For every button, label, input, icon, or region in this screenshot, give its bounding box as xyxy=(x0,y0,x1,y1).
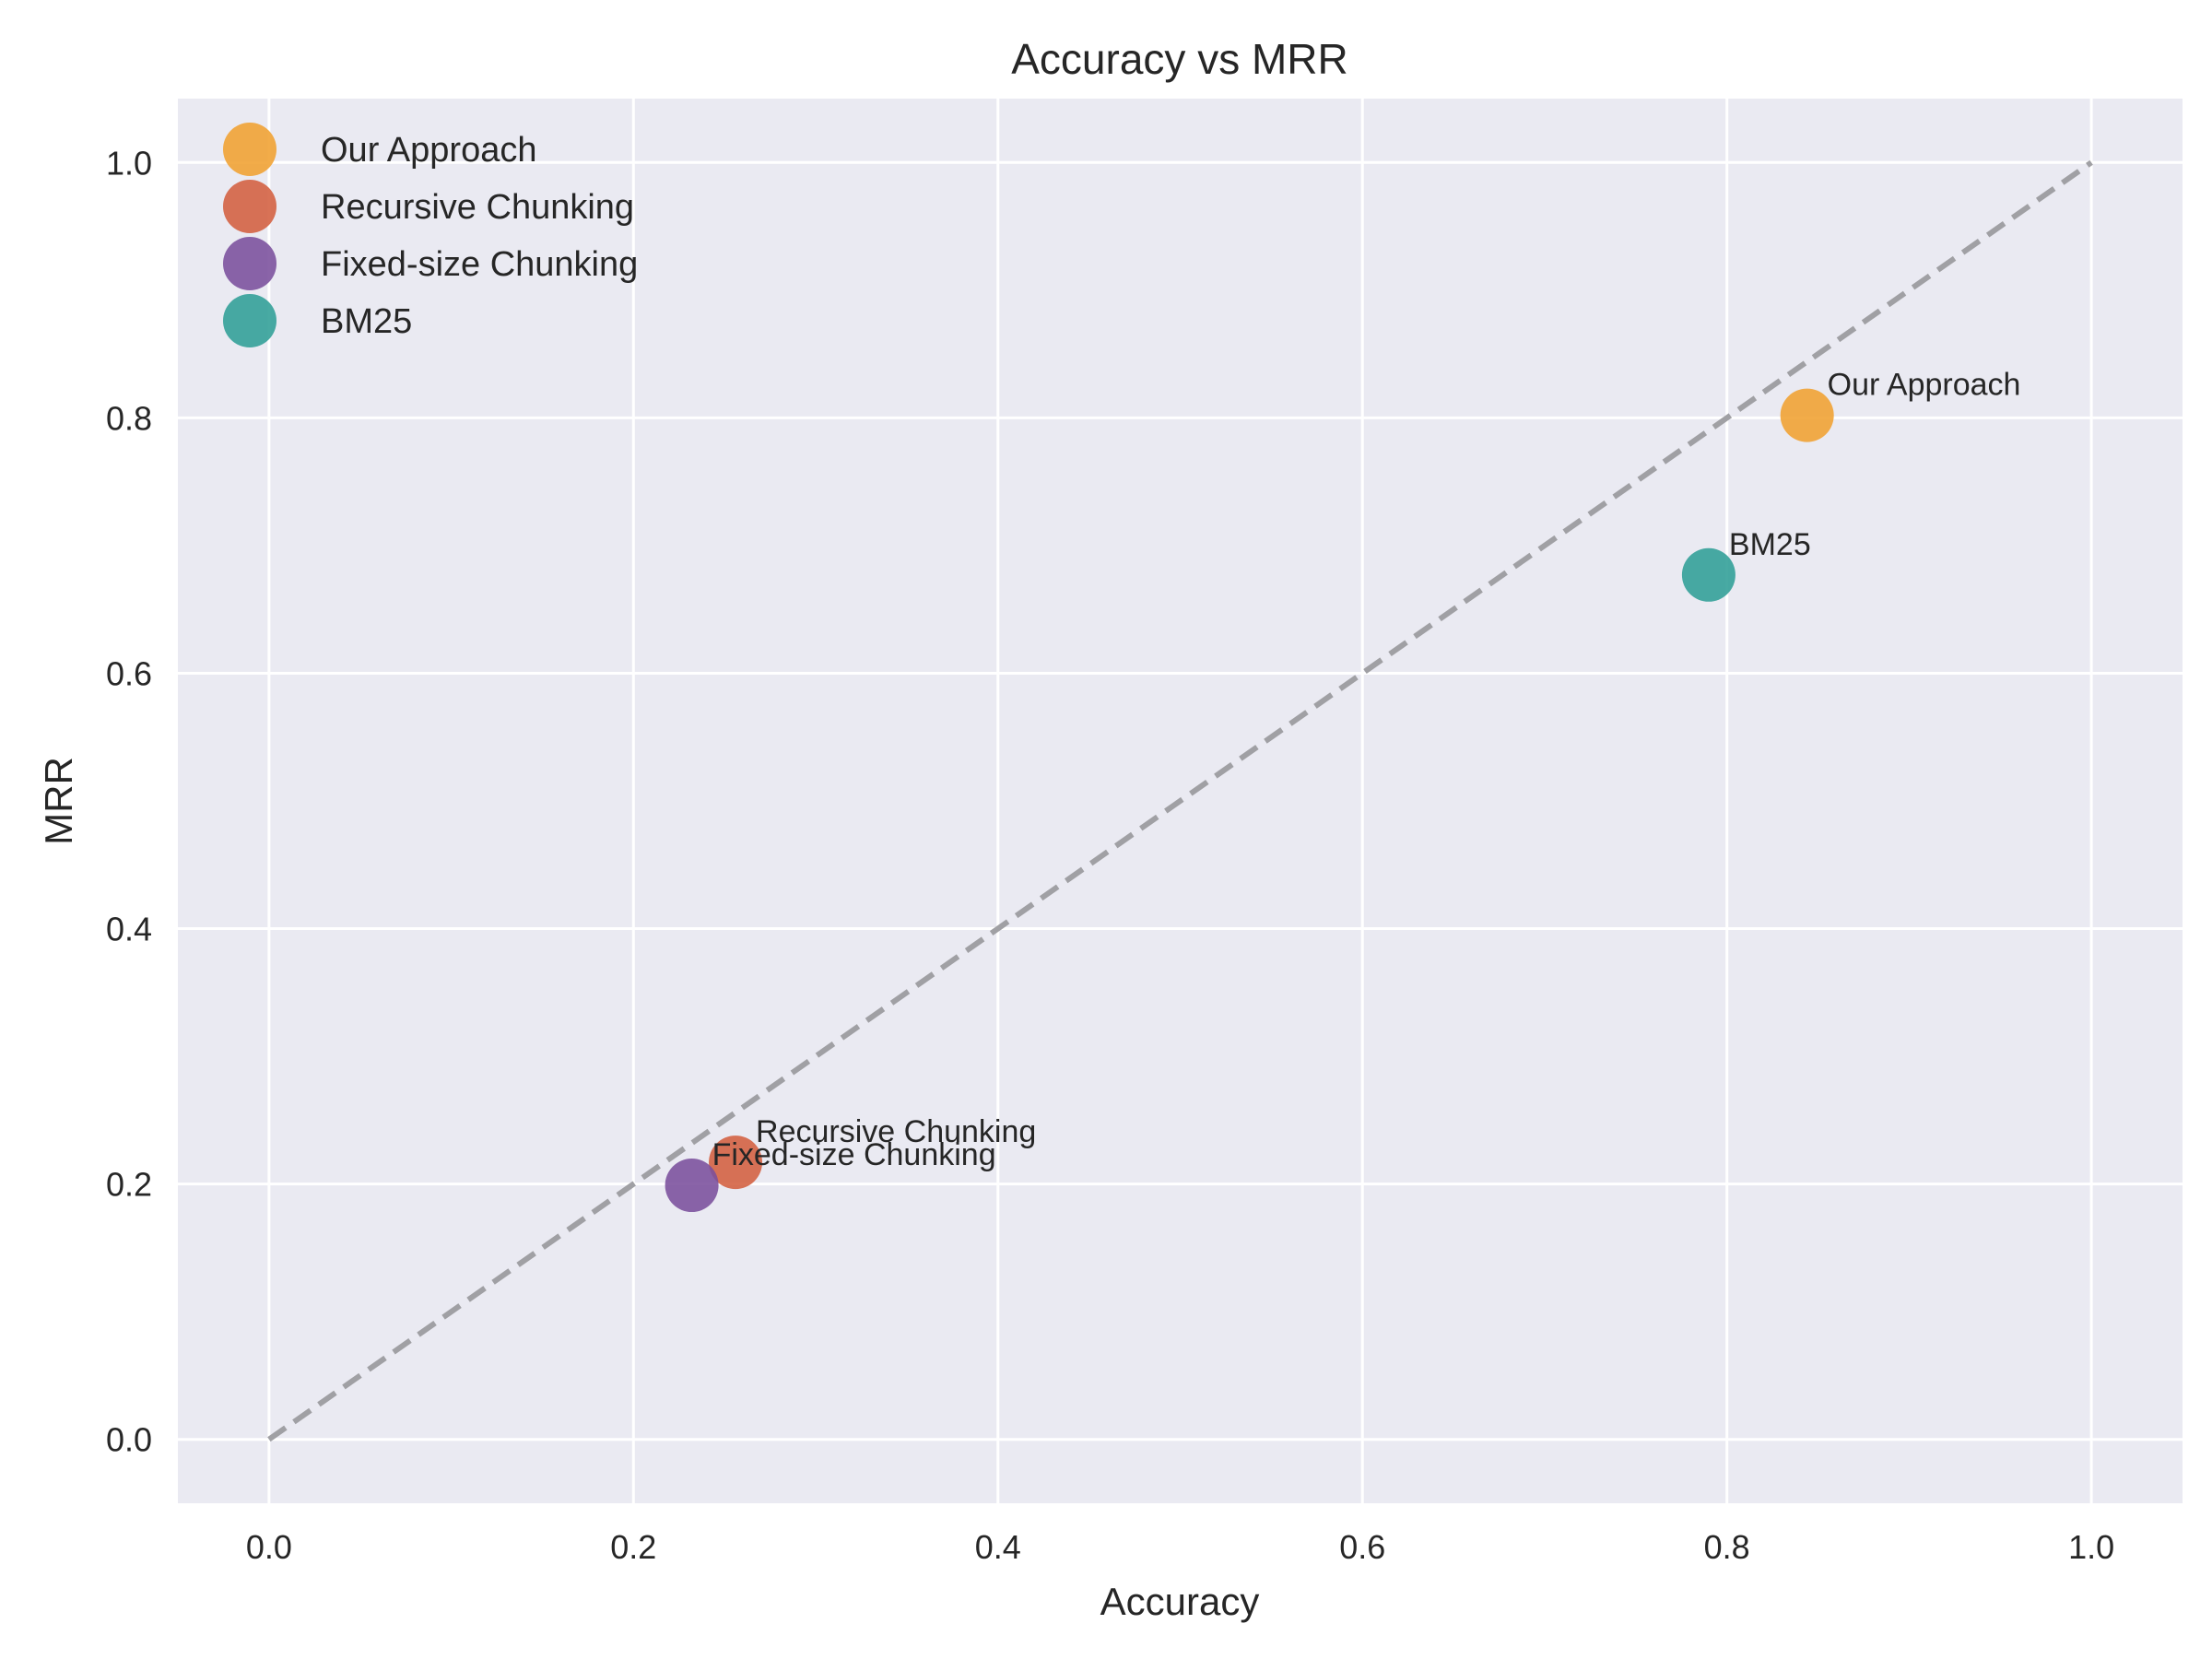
data-point xyxy=(1780,388,1834,442)
y-tick-label: 0.8 xyxy=(106,399,152,437)
legend-label: Fixed-size Chunking xyxy=(321,245,638,284)
legend-label: BM25 xyxy=(321,302,412,341)
y-tick-label: 0.6 xyxy=(106,654,152,692)
legend-marker xyxy=(223,294,276,347)
point-annotations: Our Approach Recursive ChunkingFixed-size… xyxy=(712,368,2021,1172)
x-tick-label: 0.0 xyxy=(246,1528,292,1566)
point-annotation: BM25 xyxy=(1729,527,1811,562)
data-point xyxy=(665,1159,719,1213)
y-tick-label: 1.0 xyxy=(106,144,152,182)
y-tick-labels: 0.0 0.2 0.4 0.6 0.8 1.0 xyxy=(106,144,152,1458)
x-tick-label: 0.8 xyxy=(1704,1528,1750,1566)
data-point xyxy=(1681,547,1735,602)
chart-title: Accuracy vs MRR xyxy=(1011,35,1347,83)
legend-label: Our Approach xyxy=(321,131,536,170)
x-tick-labels: 0.0 0.2 0.4 0.6 0.8 1.0 xyxy=(246,1528,2114,1566)
reference-line-group xyxy=(267,159,2093,1442)
point-annotation: Our Approach xyxy=(1828,368,2021,403)
x-tick-label: 0.2 xyxy=(610,1528,656,1566)
point-annotation: Recursive Chunking xyxy=(756,1114,1036,1149)
legend-label: Recursive Chunking xyxy=(321,188,634,227)
y-tick-label: 0.0 xyxy=(106,1421,152,1459)
y-axis-label: MRR xyxy=(37,757,80,845)
grid-lines xyxy=(178,99,2183,1503)
x-tick-label: 1.0 xyxy=(2068,1528,2114,1566)
point-annotation: Fixed-size Chunking xyxy=(712,1137,996,1172)
x-axis-label: Accuracy xyxy=(1100,1580,1260,1623)
legend-marker xyxy=(223,237,276,290)
x-tick-label: 0.6 xyxy=(1339,1528,1385,1566)
reference-line xyxy=(267,159,2093,1442)
legend-marker xyxy=(223,123,276,176)
y-tick-label: 0.4 xyxy=(106,911,152,948)
legend: Our Approach Recursive Chunking Fixed-size… xyxy=(223,123,638,347)
legend-marker xyxy=(223,180,276,233)
data-point xyxy=(709,1135,763,1190)
x-tick-label: 0.4 xyxy=(975,1528,1021,1566)
y-tick-label: 0.2 xyxy=(106,1166,152,1204)
data-points xyxy=(665,388,1834,1213)
